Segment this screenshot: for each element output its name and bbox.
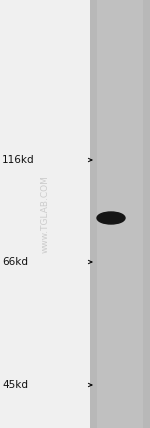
Bar: [90, 0, 150, 428]
Text: 116kd: 116kd: [2, 155, 35, 165]
Text: 45kd: 45kd: [2, 380, 28, 390]
Text: 66kd: 66kd: [2, 257, 28, 267]
Ellipse shape: [97, 212, 125, 224]
Bar: [97, 0, 143, 428]
Text: www.TGLAB.COM: www.TGLAB.COM: [40, 175, 50, 253]
